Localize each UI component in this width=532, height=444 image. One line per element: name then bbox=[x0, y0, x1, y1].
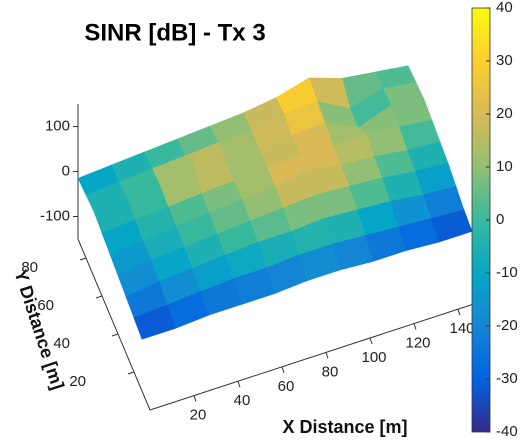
x-tick-label: 20 bbox=[190, 407, 207, 424]
x-tick bbox=[281, 366, 285, 373]
x-axis bbox=[149, 301, 481, 411]
colorbar-tick-label: 20 bbox=[496, 105, 513, 122]
x-tick-label: 60 bbox=[278, 378, 295, 395]
y-tick bbox=[127, 371, 135, 375]
x-tick bbox=[193, 395, 197, 402]
z-tick-label: 100 bbox=[45, 117, 70, 134]
colorbar-tick-label: 0 bbox=[496, 211, 504, 228]
chart-title: SINR [dB] - Tx 3 bbox=[84, 19, 265, 46]
x-tick-label: 100 bbox=[361, 349, 386, 366]
y-tick bbox=[95, 295, 103, 299]
y-tick bbox=[111, 333, 119, 337]
colorbar-tick-label: 40 bbox=[496, 0, 513, 16]
y-tick-label: 80 bbox=[21, 259, 38, 276]
x-tick bbox=[237, 381, 241, 388]
colorbar-tick-label: -30 bbox=[496, 370, 518, 387]
x-tick-label: 140 bbox=[449, 320, 474, 337]
x-tick bbox=[369, 337, 373, 345]
y-tick-label: 40 bbox=[53, 335, 70, 352]
y-tick-label: 20 bbox=[69, 373, 86, 390]
colorbar-tick-label: -40 bbox=[496, 423, 518, 440]
z-tick-label: -100 bbox=[40, 207, 70, 224]
x-tick-label: 80 bbox=[322, 363, 339, 380]
surface-patch bbox=[133, 304, 176, 340]
y-tick-label: 60 bbox=[37, 297, 54, 314]
x-tick-label: 120 bbox=[405, 335, 430, 352]
colorbar-tick-label: 10 bbox=[496, 158, 513, 175]
x-tick-label: 40 bbox=[234, 392, 251, 409]
colorbar-tick-label: -10 bbox=[496, 264, 518, 281]
x-tick bbox=[325, 352, 329, 359]
x-axis-label: X Distance [m] bbox=[282, 417, 407, 437]
colorbar-tick-label: -20 bbox=[496, 317, 518, 334]
x-tick bbox=[413, 323, 417, 330]
x-tick bbox=[457, 309, 461, 316]
y-tick bbox=[79, 257, 87, 261]
colorbar-tick-label: 30 bbox=[496, 52, 513, 69]
y-axis-label: Y Distance [m] bbox=[10, 267, 68, 392]
y-axis bbox=[77, 238, 151, 411]
z-tick-label: 0 bbox=[62, 162, 70, 179]
